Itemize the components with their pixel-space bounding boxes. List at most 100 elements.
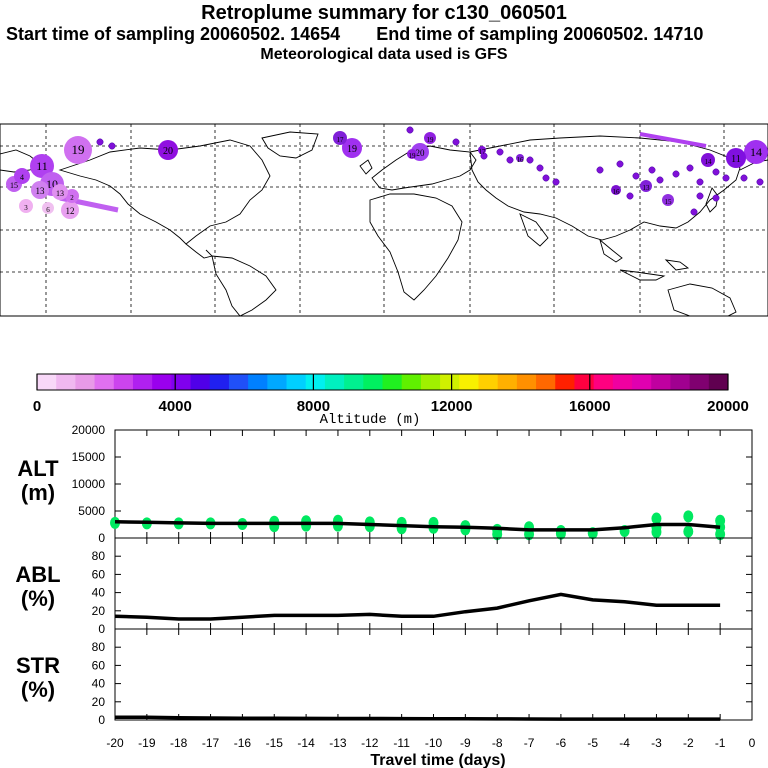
x-tick-label: -3 [651, 736, 662, 750]
y-tick-label: 0 [98, 622, 105, 636]
alt-point [492, 528, 503, 541]
sampling-end: End time of sampling 20060502. 14710 [376, 24, 704, 44]
y-tick-label: 5000 [78, 504, 105, 518]
colorbar-cell [132, 374, 153, 390]
colorbar-cell [708, 374, 729, 390]
plume-label: 11 [731, 154, 741, 165]
plume-marker [342, 138, 362, 158]
str-line [115, 715, 721, 721]
panel-ylabel: ALT [17, 456, 59, 481]
alt-point [683, 510, 694, 523]
plume-label: 19 [409, 152, 417, 160]
x-tick-labels: -20 -19 -18 -17 -16 -15 -14 -13 -12 -11 -10 -9 -8 -7-… [106, 736, 755, 750]
x-tick-label: -17 [202, 736, 220, 750]
colorbar-label: Altitude (m) [320, 412, 421, 428]
y-tick-label: 10000 [72, 477, 106, 491]
panel-alt: 0 5000 10000 15000 20000 ALT(m) [17, 423, 753, 545]
colorbar-cell [459, 374, 479, 390]
colorbar-tick-label: 0 [33, 398, 41, 415]
plume-marker [19, 199, 33, 213]
colorbar-cell [497, 374, 518, 390]
plume-dot [690, 208, 698, 216]
plume-label: 14 [750, 145, 762, 159]
x-tick-label: -10 [425, 736, 443, 750]
plume-marker [701, 153, 715, 167]
x-tick-label: -6 [556, 736, 567, 750]
plume-marker [64, 136, 92, 164]
y-tick-label: 20000 [72, 423, 106, 437]
y-tick-label: 80 [92, 640, 106, 654]
plume-dot [696, 178, 704, 186]
y-tick-label: 80 [92, 549, 106, 563]
plume-label: 17 [479, 148, 487, 156]
x-tick-label: -14 [297, 736, 315, 750]
plume-track [639, 132, 707, 148]
plume-marker [31, 181, 49, 199]
colorbar-cell [516, 374, 537, 390]
plume-dot [536, 164, 544, 172]
plume-label: 19 [72, 142, 85, 157]
colorbar-cell [286, 374, 307, 390]
plume-marker [662, 194, 674, 206]
plume-dot [672, 170, 680, 178]
x-tick-label: 0 [749, 736, 756, 750]
colorbar-cell [152, 374, 172, 390]
plume-dot [696, 192, 704, 200]
plume-label: 12 [66, 206, 75, 216]
plume-marker [52, 184, 68, 200]
plume-label: 2 [70, 194, 74, 202]
x-tick-label: -20 [106, 736, 124, 750]
alt-point [715, 528, 726, 541]
y-tick-label: 0 [98, 531, 105, 545]
colorbar-tick-label: 16000 [569, 398, 611, 415]
plume-dot [406, 126, 414, 134]
alt-point [460, 523, 471, 536]
x-tick-label: -19 [138, 736, 156, 750]
x-tick-label: -16 [234, 736, 252, 750]
plume-label: 19 [427, 136, 435, 144]
plume-marker [61, 201, 79, 219]
plume-label: 6 [46, 206, 50, 214]
colorbar-cell [574, 374, 595, 390]
colorbar-tick-label: 20000 [707, 398, 749, 415]
colorbar-cell [612, 374, 633, 390]
plume-dot [712, 168, 720, 176]
colorbar-cell [267, 374, 288, 390]
x-tick-label: -7 [524, 736, 535, 750]
plume-dot [496, 148, 504, 156]
x-tick-label: -18 [170, 736, 188, 750]
met-data-note: Meteorological data used is GFS [260, 46, 508, 63]
panel-yunit: (%) [21, 677, 55, 702]
plume-marker [42, 202, 54, 214]
plume-dot [526, 156, 534, 164]
colorbar-tick-label: 4000 [159, 398, 192, 415]
plume-label: 15 [665, 198, 673, 206]
plume-label: 14 [705, 158, 713, 166]
plume-label: 16 [517, 156, 525, 164]
colorbar-cell [363, 374, 383, 390]
panel-yunit: (%) [21, 586, 55, 611]
colorbar-cell [555, 374, 575, 390]
sampling-times: Start time of sampling 20060502. 14654 E… [6, 24, 703, 45]
y-tick-label: 20 [92, 695, 106, 709]
colorbar-cell [670, 374, 691, 390]
y-tick-label: 40 [92, 677, 106, 691]
x-tick-label: -13 [329, 736, 347, 750]
colorbar-cell [190, 374, 211, 390]
y-tick-label: 60 [92, 658, 106, 672]
plume-marker [478, 146, 486, 154]
coastlines [0, 131, 768, 317]
plume-marker [333, 131, 347, 145]
alt-point [651, 526, 662, 539]
plume-dot [656, 176, 664, 184]
plume-marker [516, 154, 524, 162]
panel-frame [114, 628, 753, 721]
altitude-colorbar: 0 4000 8000 12000 16000 20000 Altitude (m) [33, 373, 749, 428]
colorbar-cell [440, 374, 460, 390]
colorbar-cell [478, 374, 499, 390]
plume-label: 4 [20, 173, 24, 182]
plume-dot [686, 164, 694, 172]
x-tick-label: -15 [266, 736, 284, 750]
plume-dot [632, 172, 640, 180]
colorbar-cell [171, 374, 192, 390]
